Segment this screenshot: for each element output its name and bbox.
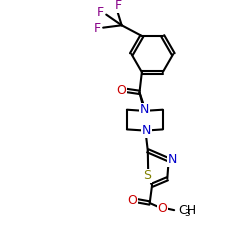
Text: S: S — [143, 169, 151, 182]
Text: F: F — [114, 0, 122, 12]
Text: O: O — [128, 194, 137, 207]
Text: F: F — [97, 6, 104, 19]
Text: F: F — [94, 22, 101, 35]
Text: N: N — [142, 124, 151, 137]
Text: N: N — [168, 153, 177, 166]
Text: O: O — [157, 202, 167, 215]
Text: CH: CH — [178, 204, 196, 217]
Text: N: N — [140, 103, 149, 116]
Text: O: O — [117, 84, 126, 97]
Text: 3: 3 — [184, 208, 190, 218]
